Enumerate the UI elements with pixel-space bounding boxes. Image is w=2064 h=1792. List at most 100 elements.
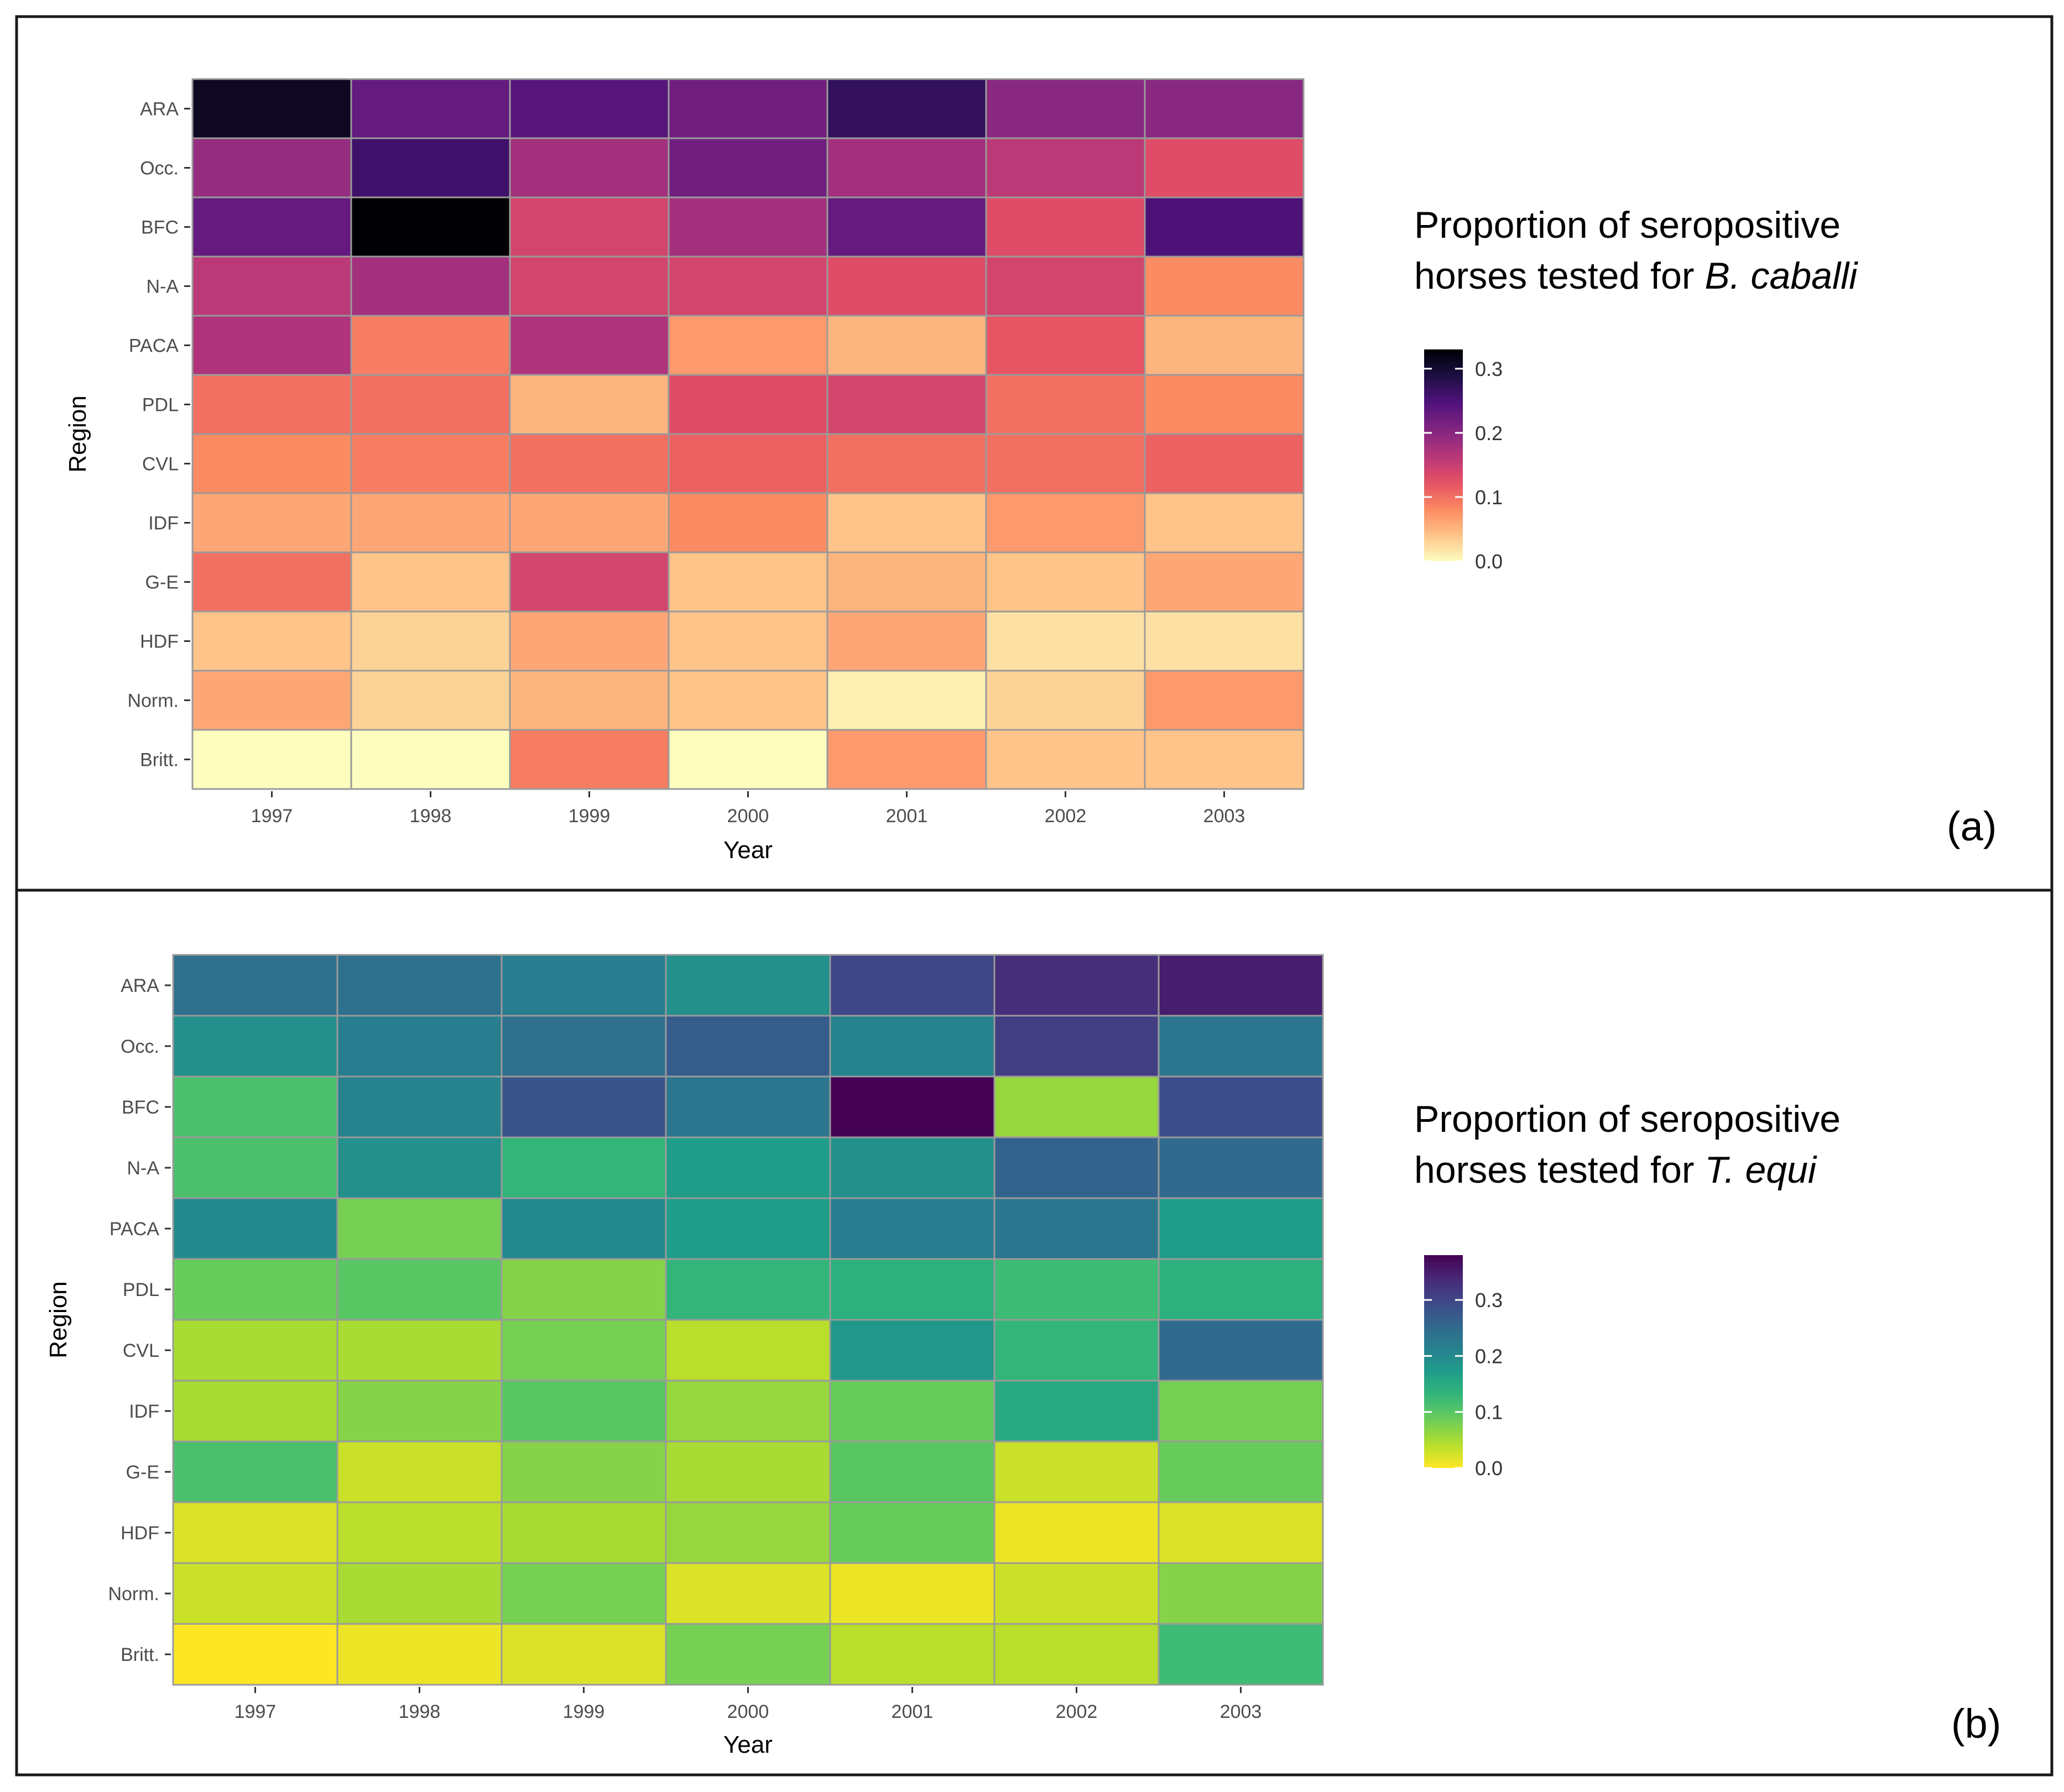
heatmap-cell [501,1501,667,1564]
heatmap-cell [191,551,352,613]
heatmap-cell [336,1440,503,1503]
heatmap-cell [829,1623,995,1686]
heatmap-cell [985,610,1146,672]
heatmap-cell [336,1501,503,1564]
panel-label: (b) [1951,1701,2001,1747]
heatmap-cell [509,610,670,672]
legend-title-species: T. equi [1705,1149,1817,1191]
heatmap-cell [509,374,670,435]
x-tick-label: 2000 [727,1701,769,1722]
heatmap-cell [501,1197,667,1260]
heatmap-cell [350,729,511,790]
heatmap-cell [993,1136,1160,1199]
heatmap-cell [826,610,987,672]
heatmap-cell [829,1562,995,1625]
heatmap-cell [829,1440,995,1503]
heatmap-cell [336,1562,503,1625]
colorbar-tick-label: 0.1 [1475,486,1503,509]
heatmap-cell [172,1015,338,1078]
heatmap-cell [668,492,828,553]
heatmap-cell [993,1075,1160,1138]
x-tick-label: 1998 [399,1701,441,1722]
heatmap-cell [985,255,1146,317]
heatmap-cell [172,1380,338,1443]
heatmap-cell [172,1258,338,1321]
x-tick-label: 2002 [1045,806,1087,827]
heatmap-cell [501,1562,667,1625]
heatmap-cell [350,433,511,494]
colorbar-tick-label: 0.3 [1475,1289,1503,1312]
x-tick-label: 1997 [234,1701,277,1722]
heatmap-cell [191,315,352,376]
heatmap-cell [665,1258,831,1321]
y-tick-label: CVL [142,454,179,475]
heatmap-cell [172,1501,338,1564]
heatmap-cell [985,492,1146,553]
heatmap-cell [668,551,828,613]
heatmap-cell [829,1319,995,1382]
heatmap-cell [336,1197,503,1260]
heatmap-cell [668,670,828,731]
heatmap-cell [172,1075,338,1138]
heatmap-cell [993,1623,1160,1686]
heatmap-cell [1158,954,1324,1017]
heatmap-cell [826,315,987,376]
heatmap-cell [509,137,670,198]
heatmap-cell [350,78,511,139]
heatmap-cell [826,78,987,139]
heatmap-cell [993,1380,1160,1443]
heatmap-cell [668,78,828,139]
heatmap-cell [350,610,511,672]
heatmap-cell [829,1015,995,1078]
heatmap-cell [826,374,987,435]
heatmap-cell [191,433,352,494]
colorbar-tick-label: 0.0 [1475,550,1503,573]
heatmap-cell [826,670,987,731]
heatmap-cell [668,610,828,672]
heatmap-cell [993,1258,1160,1321]
heatmap-cell [191,610,352,672]
heatmap-cell [1144,78,1305,139]
heatmap-cell [1144,492,1305,553]
heatmap-cell [985,137,1146,198]
y-tick-label: CVL [123,1340,159,1361]
heatmap-cell [829,1197,995,1260]
legend-title-line1: Proportion of seropositive [1414,204,1841,246]
y-tick-label: N-A [127,1158,159,1179]
heatmap-cell [501,1319,667,1382]
heatmap-cell [191,137,352,198]
heatmap-cell [336,1075,503,1138]
heatmap-cell [350,315,511,376]
x-tick-label: 2000 [727,806,769,827]
y-tick-label: Occ. [121,1036,159,1057]
heatmap-cell [1144,610,1305,672]
heatmap-cell [668,433,828,494]
heatmap-cell [172,1197,338,1260]
heatmap-cell [1144,255,1305,317]
heatmap-cell [826,492,987,553]
heatmap-cell [509,433,670,494]
heatmap-cell [826,255,987,317]
heatmap-cell [1158,1258,1324,1321]
heatmap-cell [336,1623,503,1686]
heatmap-cell [336,1015,503,1078]
heatmap-cell [993,1319,1160,1382]
y-tick-label: Norm. [108,1584,159,1605]
x-axis-title: Year [723,837,773,864]
heatmap-cell [501,1258,667,1321]
x-tick-label: 1998 [410,806,452,827]
heatmap-cell [993,1501,1160,1564]
heatmap-cell [985,315,1146,376]
y-tick-label: ARA [121,975,159,996]
heatmap-cell [1144,196,1305,258]
heatmap-cell [501,1623,667,1686]
heatmap-cell [1144,137,1305,198]
heatmap-cell [826,433,987,494]
heatmap-cell [172,1623,338,1686]
y-tick-label: N-A [146,276,179,297]
heatmap-cell [350,492,511,553]
heatmap-cell [665,1075,831,1138]
heatmap-cell [826,551,987,613]
heatmap-cell [668,729,828,790]
heatmap-cell [665,1136,831,1199]
